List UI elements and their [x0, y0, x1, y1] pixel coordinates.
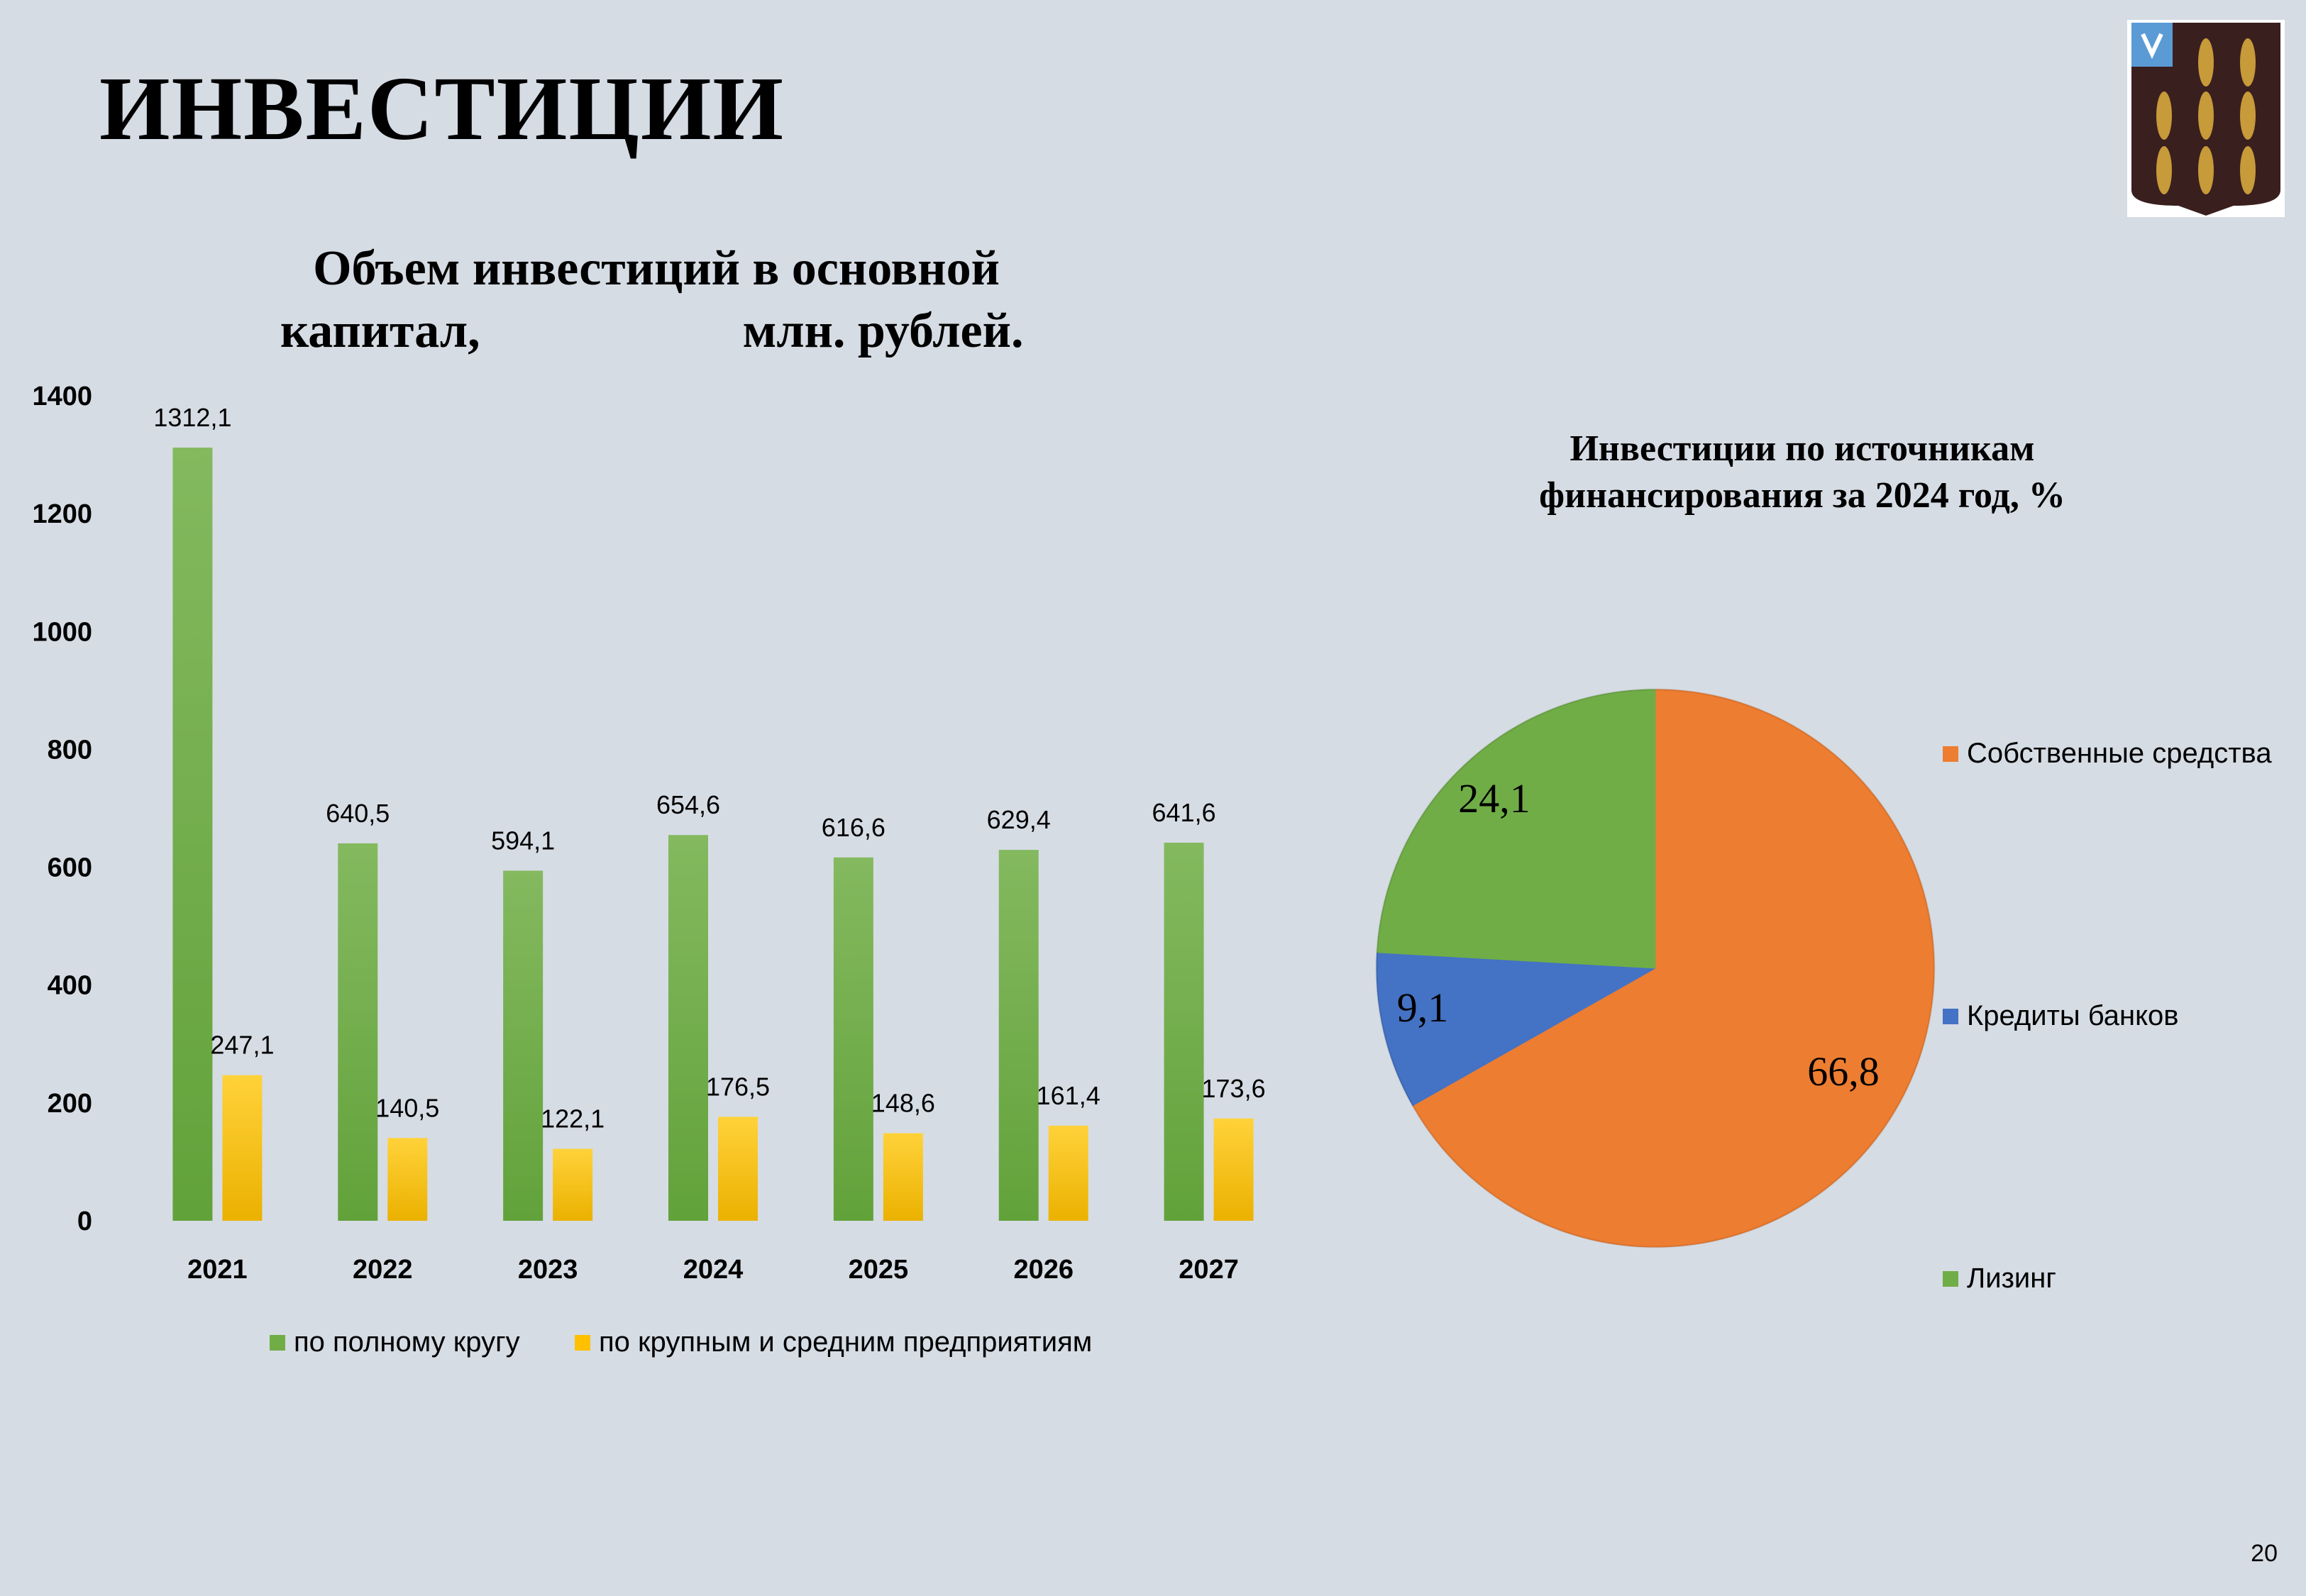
bar-full-2021 [172, 448, 213, 1221]
bar-full-2026 [998, 850, 1039, 1221]
y-axis-tick-label: 600 [48, 853, 92, 883]
x-axis-tick-label: 2026 [1013, 1255, 1074, 1285]
bar-large-2025 [883, 1133, 923, 1221]
y-axis-tick-label: 1000 [32, 617, 92, 647]
x-axis-tick-label: 2024 [683, 1255, 744, 1285]
bar-full-2022 [338, 843, 378, 1221]
page-number: 20 [2251, 1540, 2278, 1567]
legend-swatch [1943, 1008, 1958, 1024]
data-label: 1312,1 [153, 403, 231, 432]
bar-large-2022 [387, 1138, 428, 1221]
y-axis-tick-label: 800 [48, 735, 92, 765]
data-label: 176,5 [706, 1072, 770, 1101]
y-axis-tick-label: 0 [77, 1207, 92, 1236]
bar-large-2024 [718, 1116, 758, 1221]
data-label: 140,5 [375, 1093, 439, 1122]
y-axis-tick-label: 1200 [32, 499, 92, 529]
data-label: 640,5 [326, 799, 390, 828]
x-axis-tick-label: 2021 [187, 1255, 248, 1285]
bar-full-2025 [833, 857, 873, 1221]
legend-swatch [270, 1334, 285, 1351]
data-label: 247,1 [210, 1031, 274, 1060]
data-label: 594,1 [491, 826, 555, 855]
bar-chart-title: Объем инвестиций в основной капитал, млн.… [280, 241, 1024, 358]
pie-chart: 66,8 9,1 24,1 [1375, 688, 1936, 1248]
coat-of-arms-icon [2127, 20, 2285, 217]
pie-chart-title: Инвестиции по источникам финансирования … [1539, 428, 2065, 516]
pie-legend-item-bank-credits: Кредиты банков [1943, 1000, 2179, 1032]
x-axis-tick-label: 2023 [518, 1255, 578, 1285]
legend-swatch [1943, 1270, 1958, 1287]
data-label: 641,6 [1152, 798, 1216, 827]
bar-legend-item-full: по полному кругу [270, 1326, 520, 1358]
x-axis-tick-label: 2022 [353, 1255, 413, 1285]
pie-slice-2 [1377, 689, 1656, 969]
x-axis-tick-label: 2027 [1179, 1255, 1239, 1285]
legend-swatch [575, 1334, 590, 1351]
bar-full-2024 [668, 835, 708, 1221]
y-axis-tick-label: 200 [48, 1089, 92, 1119]
data-label: 122,1 [541, 1104, 605, 1134]
y-axis-tick-label: 1400 [32, 382, 92, 411]
pie-data-label: 24,1 [1458, 775, 1530, 821]
data-label: 654,6 [656, 790, 720, 819]
slide-title: ИНВЕСТИЦИИ [99, 58, 785, 159]
x-axis-tick-label: 2025 [849, 1255, 909, 1285]
bar-large-2023 [553, 1148, 593, 1221]
data-label: 173,6 [1202, 1074, 1266, 1103]
bar-full-2023 [503, 870, 544, 1221]
pie-slice-1 [1376, 952, 1657, 1107]
bar-large-2027 [1213, 1118, 1254, 1221]
pie-legend-item-leasing: Лизинг [1943, 1263, 2056, 1295]
pie-outline [1375, 688, 1936, 1248]
y-axis-tick-label: 400 [48, 971, 92, 1001]
bar-large-2026 [1048, 1125, 1088, 1221]
bar-chart: 0 200 400 600 800 1000 1200 1400 2021 1312,1 247,1… [32, 382, 1266, 1285]
pie-legend-item-own-funds: Собственные средства [1943, 738, 2272, 770]
bar-full-2027 [1164, 843, 1204, 1221]
data-label: 629,4 [987, 805, 1051, 834]
pie-slice-0 [1412, 689, 1935, 1248]
bar-large-2021 [222, 1075, 263, 1221]
pie-data-label: 66,8 [1807, 1048, 1880, 1095]
data-label: 616,6 [822, 813, 886, 842]
data-label: 161,4 [1037, 1081, 1100, 1110]
pie-data-label: 9,1 [1397, 985, 1449, 1031]
legend-swatch [1943, 746, 1958, 762]
data-label: 148,6 [871, 1089, 935, 1118]
bar-legend-item-large: по крупным и средним предприятиям [575, 1326, 1092, 1358]
